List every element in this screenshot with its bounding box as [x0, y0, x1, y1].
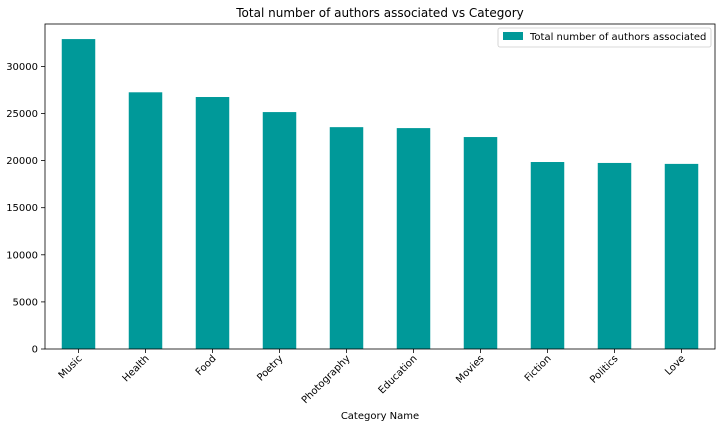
legend-swatch — [503, 32, 523, 40]
bar-poetry — [262, 112, 297, 349]
x-tick-label: Fiction — [523, 353, 554, 384]
x-tick-label: Music — [57, 353, 85, 381]
chart-title: Total number of authors associated vs Ca… — [235, 6, 523, 20]
legend-box — [497, 27, 712, 48]
x-tick-label: Health — [121, 353, 152, 384]
legend-label: Total number of authors associated — [529, 32, 706, 43]
x-tick-label: Politics — [588, 353, 620, 385]
x-tick-label: Food — [194, 353, 219, 378]
x-axis: Music Health Food Poetry Photography Educatio… — [57, 349, 688, 406]
legend: Total number of authors associated — [497, 27, 712, 48]
bar-fiction — [530, 162, 565, 349]
y-tick-label: 25000 — [6, 109, 38, 120]
bar-photography — [329, 127, 364, 349]
bar-love — [664, 163, 699, 349]
x-tick-label: Photography — [300, 353, 353, 406]
bars-group — [61, 39, 699, 350]
x-tick-label: Movies — [454, 353, 486, 385]
bar-food — [195, 97, 230, 349]
y-tick-label: 10000 — [6, 250, 38, 261]
y-tick-label: 5000 — [13, 297, 38, 308]
y-tick-label: 15000 — [6, 203, 38, 214]
x-tick-label: Education — [377, 353, 420, 396]
x-axis-label: Category Name — [341, 411, 419, 422]
bar-music — [61, 39, 96, 350]
y-tick-label: 30000 — [6, 62, 38, 73]
y-tick-label: 20000 — [6, 156, 38, 167]
bar-movies — [463, 137, 498, 349]
x-tick-label: Love — [663, 353, 687, 377]
bar-politics — [597, 162, 632, 349]
plot-frame — [44, 23, 716, 350]
y-axis: 0 5000 10000 15000 20000 25000 30000 — [6, 62, 45, 356]
bar-health — [128, 92, 163, 349]
y-tick-label: 0 — [32, 345, 38, 356]
bar-education — [396, 128, 431, 349]
x-tick-label: Poetry — [255, 353, 285, 383]
